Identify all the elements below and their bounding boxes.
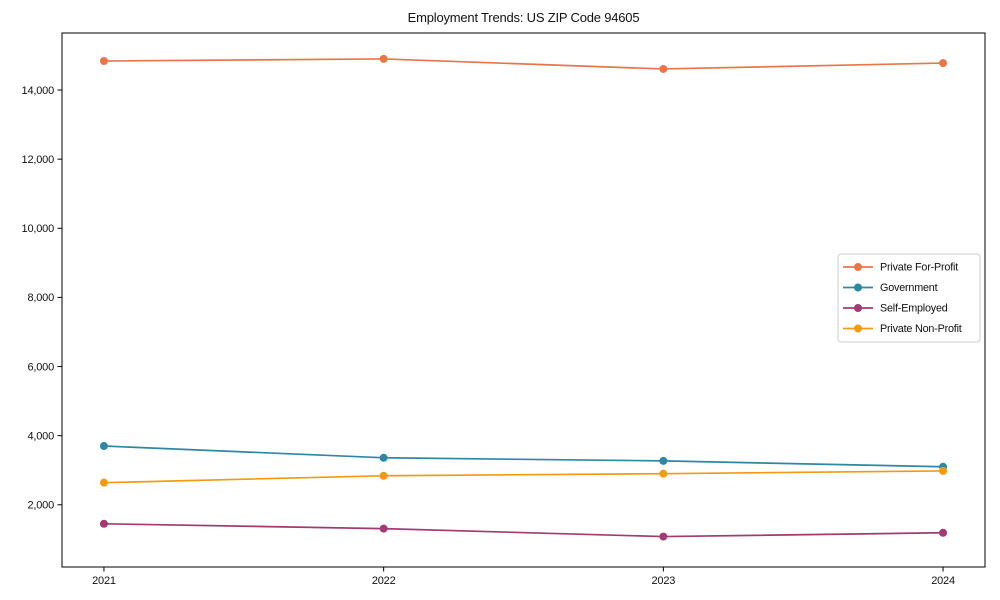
x-axis-tick-label: 2021	[92, 575, 116, 587]
legend-marker	[854, 263, 862, 271]
x-axis-tick-label: 2022	[372, 575, 396, 587]
data-point-private-for-profit	[379, 54, 388, 63]
y-axis-tick-label: 12,000	[22, 154, 55, 166]
x-axis-tick-label: 2024	[931, 575, 955, 587]
y-axis-tick-label: 14,000	[22, 85, 55, 97]
legend-label-private-for-profit: Private For-Profit	[880, 262, 958, 274]
legend-marker	[854, 304, 862, 312]
data-point-private-for-profit	[99, 56, 108, 65]
plot-border	[61, 32, 986, 568]
data-point-self-employed	[939, 528, 948, 537]
data-point-government	[99, 442, 108, 451]
data-point-government	[659, 456, 668, 465]
legend-label-private-non-profit: Private Non-Profit	[880, 323, 962, 335]
data-point-private-non-profit	[939, 466, 948, 475]
series-line-self-employed	[103, 522, 944, 538]
data-point-self-employed	[659, 532, 668, 541]
series-line-private-for-profit	[103, 58, 944, 70]
legend-marker	[854, 283, 862, 292]
data-point-private-for-profit	[939, 59, 948, 68]
data-point-private-non-profit	[99, 478, 108, 487]
y-axis-tick-label: 8,000	[27, 292, 54, 304]
data-point-self-employed	[99, 519, 108, 528]
data-point-self-employed	[379, 524, 388, 533]
y-axis-tick-label: 4,000	[27, 430, 54, 442]
data-point-government	[379, 453, 388, 462]
y-axis-tick-label: 2,000	[27, 500, 54, 512]
data-point-private-non-profit	[379, 471, 388, 480]
legend-label-self-employed: Self-Employed	[880, 303, 948, 315]
y-axis-tick-label: 10,000	[22, 223, 55, 235]
legend-box	[837, 253, 981, 343]
series-line-private-non-profit	[103, 470, 944, 484]
legend-marker	[854, 324, 862, 333]
chart-title: Employment Trends: US ZIP Code 94605	[407, 10, 640, 25]
y-axis-tick-label: 6,000	[27, 361, 54, 373]
data-point-private-for-profit	[659, 64, 668, 73]
series-line-government	[103, 445, 944, 468]
x-axis-tick-label: 2023	[652, 575, 676, 587]
legend-label-government: Government	[880, 282, 938, 294]
data-point-private-non-profit	[659, 469, 668, 478]
